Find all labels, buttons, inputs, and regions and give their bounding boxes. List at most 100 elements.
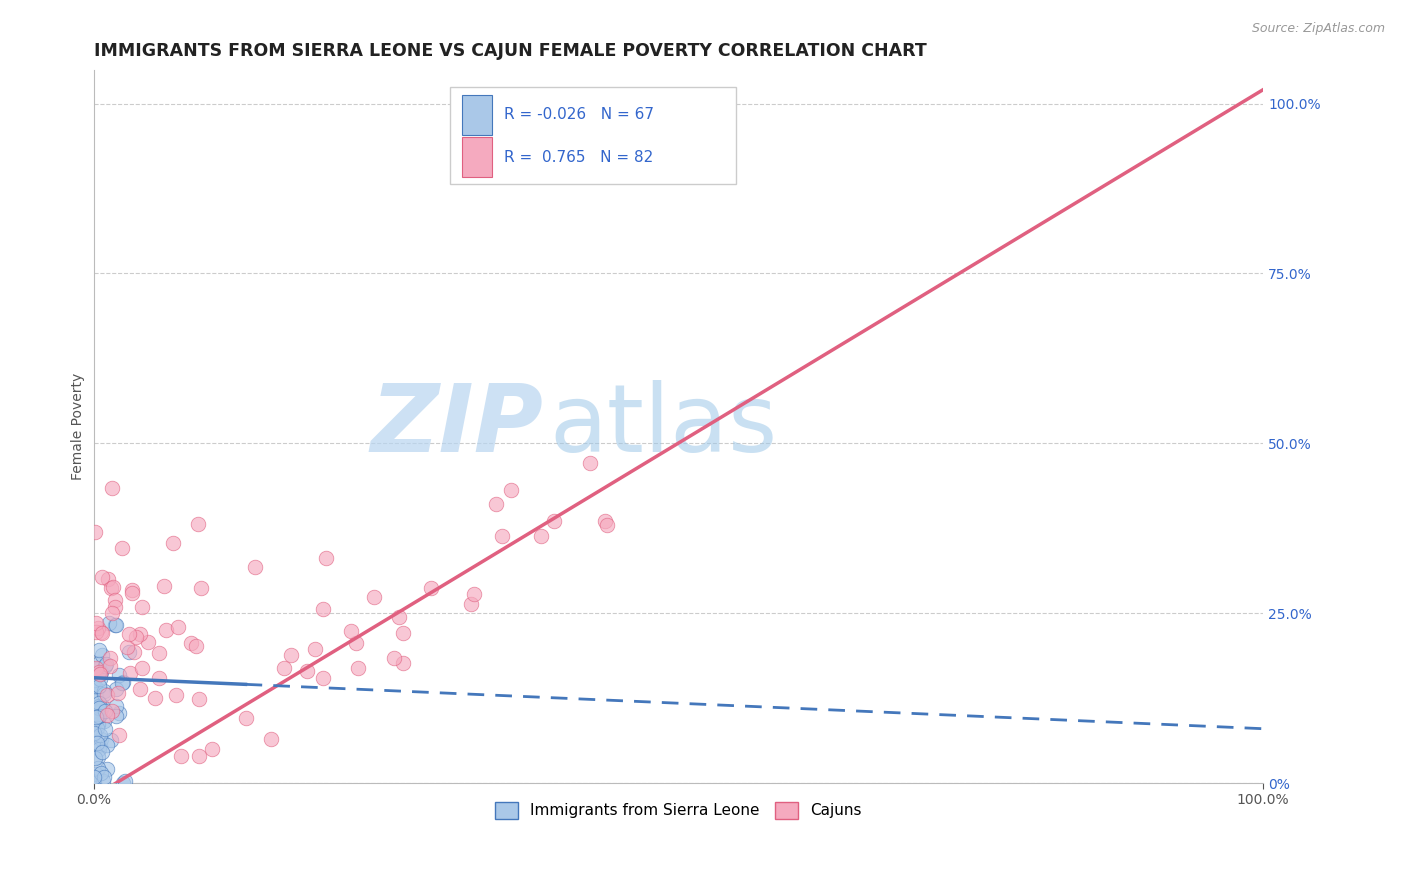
Text: R = -0.026   N = 67: R = -0.026 N = 67	[503, 107, 654, 122]
Point	[201, 742, 224, 756]
Point	[339, 624, 361, 638]
FancyBboxPatch shape	[450, 87, 737, 184]
Point	[121, 586, 143, 600]
Point	[579, 456, 602, 470]
Point	[111, 675, 134, 690]
Point	[235, 711, 257, 725]
Point	[89, 673, 111, 687]
Point	[187, 516, 209, 531]
Point	[104, 617, 127, 632]
Point	[101, 580, 124, 594]
Point	[344, 636, 367, 650]
Point	[107, 667, 129, 681]
Point	[84, 709, 107, 723]
Point	[129, 627, 152, 641]
Point	[89, 765, 111, 780]
Point	[165, 688, 187, 702]
Point	[91, 745, 114, 759]
Point	[392, 625, 415, 640]
Point	[499, 483, 522, 498]
Point	[101, 704, 124, 718]
Point	[86, 750, 108, 764]
Point	[122, 644, 145, 658]
Point	[87, 761, 110, 775]
Point	[87, 701, 110, 715]
Point	[392, 656, 415, 670]
Point	[280, 648, 302, 663]
Point	[89, 667, 111, 681]
Point	[103, 600, 125, 615]
Point	[87, 709, 110, 723]
Point	[83, 673, 105, 687]
Point	[315, 550, 337, 565]
Point	[131, 600, 153, 615]
Point	[97, 616, 120, 631]
Point	[543, 514, 565, 528]
Text: ZIP: ZIP	[371, 380, 544, 473]
Point	[125, 631, 148, 645]
Point	[460, 597, 482, 611]
Point	[121, 583, 143, 598]
Point	[107, 686, 129, 700]
Point	[89, 656, 111, 670]
Point	[463, 587, 485, 601]
Point	[143, 690, 166, 705]
Point	[86, 661, 108, 675]
Point	[84, 525, 107, 540]
Point	[90, 665, 112, 679]
Point	[89, 728, 111, 742]
Y-axis label: Female Poverty: Female Poverty	[72, 373, 86, 480]
Point	[86, 687, 108, 701]
Point	[110, 676, 132, 690]
Point	[384, 650, 406, 665]
Point	[91, 773, 114, 788]
Point	[87, 679, 110, 693]
Point	[129, 681, 152, 696]
Point	[89, 731, 111, 746]
Point	[96, 688, 118, 702]
Point	[120, 666, 142, 681]
Text: atlas: atlas	[550, 380, 778, 473]
Point	[104, 699, 127, 714]
Point	[84, 624, 107, 639]
Point	[86, 708, 108, 723]
Point	[155, 623, 177, 637]
Point	[188, 748, 211, 763]
Point	[89, 696, 111, 710]
Point	[170, 748, 193, 763]
Point	[91, 570, 114, 584]
Point	[105, 682, 128, 697]
Point	[83, 770, 105, 784]
Point	[111, 776, 134, 790]
Point	[96, 739, 118, 753]
Point	[87, 708, 110, 723]
Point	[420, 581, 443, 595]
Point	[93, 684, 115, 698]
Point	[388, 610, 411, 624]
Point	[83, 726, 105, 740]
Point	[187, 691, 209, 706]
Point	[94, 659, 117, 673]
Point	[347, 661, 370, 675]
Point	[167, 620, 190, 634]
Point	[86, 615, 108, 630]
Point	[93, 687, 115, 701]
Point	[593, 514, 616, 528]
Point	[94, 704, 117, 718]
Point	[91, 648, 114, 663]
Point	[153, 579, 176, 593]
Point	[100, 582, 122, 596]
Point	[97, 572, 120, 586]
Point	[108, 728, 131, 742]
Point	[90, 625, 112, 640]
Point	[491, 529, 513, 543]
Point	[530, 529, 553, 543]
Point	[148, 646, 170, 660]
Point	[98, 659, 121, 673]
Point	[84, 751, 107, 765]
Point	[86, 721, 108, 735]
Point	[363, 590, 385, 604]
Point	[117, 645, 139, 659]
Point	[243, 560, 266, 574]
Point	[136, 635, 159, 649]
